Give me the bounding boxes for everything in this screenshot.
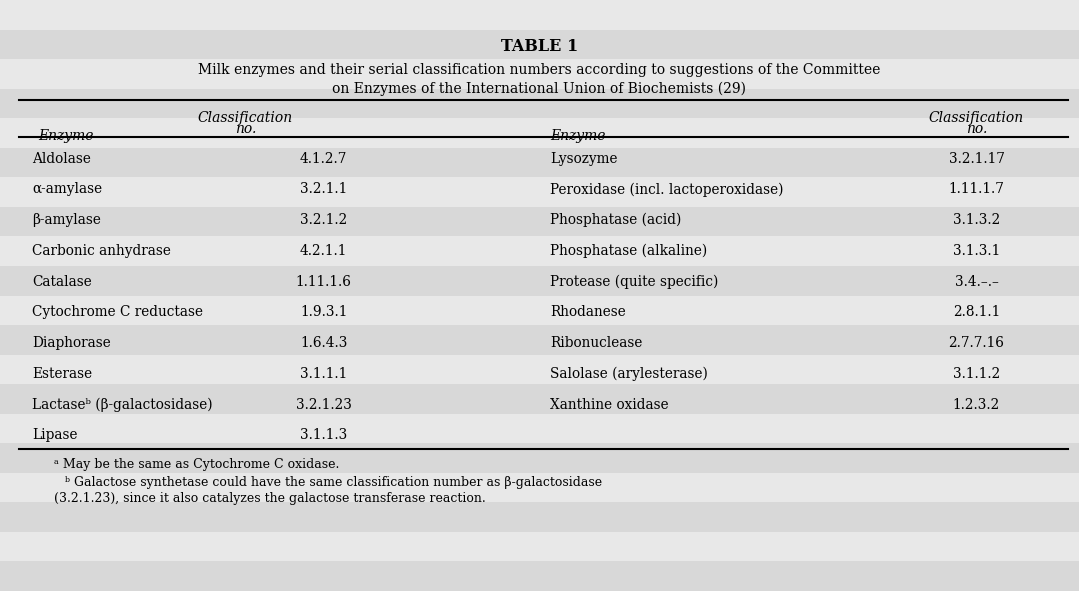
Text: 3.1.3.2: 3.1.3.2 (953, 213, 1000, 227)
Text: Milk enzymes and their serial classification numbers according to suggestions of: Milk enzymes and their serial classifica… (199, 63, 880, 77)
Text: Xanthine oxidase: Xanthine oxidase (550, 398, 669, 411)
Text: Ribonuclease: Ribonuclease (550, 336, 643, 350)
Text: Salolase (arylesterase): Salolase (arylesterase) (550, 366, 708, 381)
Text: 4.1.2.7: 4.1.2.7 (300, 152, 347, 165)
Text: β-amylase: β-amylase (32, 213, 101, 227)
Text: 3.2.1.23: 3.2.1.23 (296, 398, 352, 411)
Text: Rhodanese: Rhodanese (550, 306, 626, 319)
Text: no.: no. (235, 122, 256, 137)
Text: 3.1.1.3: 3.1.1.3 (300, 428, 347, 442)
Text: 3.2.1.1: 3.2.1.1 (300, 183, 347, 196)
Text: no.: no. (966, 122, 987, 137)
Text: Aldolase: Aldolase (32, 152, 92, 165)
Text: Classification: Classification (197, 111, 293, 125)
Text: Cytochrome C reductase: Cytochrome C reductase (32, 306, 203, 319)
Text: 3.2.1.2: 3.2.1.2 (300, 213, 347, 227)
Text: Protease (quite specific): Protease (quite specific) (550, 274, 719, 289)
Text: Diaphorase: Diaphorase (32, 336, 111, 350)
Text: 3.1.1.2: 3.1.1.2 (953, 367, 1000, 381)
Text: Catalase: Catalase (32, 275, 92, 288)
Text: 3.1.3.1: 3.1.3.1 (953, 244, 1000, 258)
Text: 3.2.1.17: 3.2.1.17 (948, 152, 1005, 165)
Text: 1.9.3.1: 1.9.3.1 (300, 306, 347, 319)
Text: Enzyme: Enzyme (550, 129, 605, 144)
Text: Phosphatase (alkaline): Phosphatase (alkaline) (550, 243, 708, 258)
Text: 3.4.–.–: 3.4.–.– (955, 275, 998, 288)
Text: Lipase: Lipase (32, 428, 78, 442)
Text: Peroxidase (incl. lactoperoxidase): Peroxidase (incl. lactoperoxidase) (550, 182, 783, 197)
Text: 1.11.1.6: 1.11.1.6 (296, 275, 352, 288)
Text: ᵃ May be the same as Cytochrome C oxidase.: ᵃ May be the same as Cytochrome C oxidas… (54, 458, 339, 471)
Text: 1.11.1.7: 1.11.1.7 (948, 183, 1005, 196)
Text: 1.6.4.3: 1.6.4.3 (300, 336, 347, 350)
Text: 2.8.1.1: 2.8.1.1 (953, 306, 1000, 319)
Text: 2.7.7.16: 2.7.7.16 (948, 336, 1005, 350)
Text: Enzyme: Enzyme (38, 129, 93, 144)
Text: 4.2.1.1: 4.2.1.1 (300, 244, 347, 258)
Text: Phosphatase (acid): Phosphatase (acid) (550, 213, 682, 228)
Text: 1.2.3.2: 1.2.3.2 (953, 398, 1000, 411)
Text: Lysozyme: Lysozyme (550, 152, 618, 165)
Text: ᵇ Galactose synthetase could have the same classification number as β-galactosid: ᵇ Galactose synthetase could have the sa… (65, 476, 602, 489)
Text: on Enzymes of the International Union of Biochemists (29): on Enzymes of the International Union of… (332, 82, 747, 96)
Text: Carbonic anhydrase: Carbonic anhydrase (32, 244, 172, 258)
Text: 3.1.1.1: 3.1.1.1 (300, 367, 347, 381)
Text: (3.2.1.23), since it also catalyzes the galactose transferase reaction.: (3.2.1.23), since it also catalyzes the … (54, 492, 486, 505)
Text: Classification: Classification (929, 111, 1024, 125)
Text: α-amylase: α-amylase (32, 183, 103, 196)
Text: Lactaseᵇ (β-galactosidase): Lactaseᵇ (β-galactosidase) (32, 397, 213, 412)
Text: Esterase: Esterase (32, 367, 93, 381)
Text: TABLE 1: TABLE 1 (501, 38, 578, 56)
